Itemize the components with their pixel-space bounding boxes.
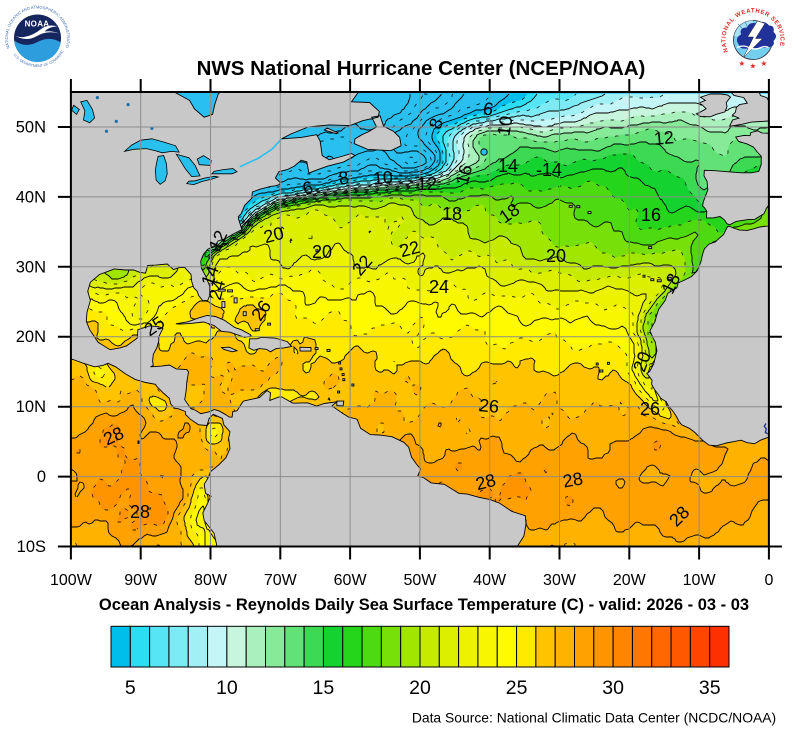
svg-text:8: 8 <box>337 167 350 188</box>
svg-text:★: ★ <box>739 59 746 68</box>
svg-text:28: 28 <box>130 502 150 522</box>
svg-text:40W: 40W <box>473 572 507 589</box>
svg-text:NWS National Hurricane Center: NWS National Hurricane Center (NCEP/NOAA… <box>197 57 646 80</box>
svg-text:60W: 60W <box>334 572 368 589</box>
svg-text:24: 24 <box>429 277 449 297</box>
svg-text:70W: 70W <box>264 572 298 589</box>
svg-text:10: 10 <box>372 167 394 189</box>
svg-text:12: 12 <box>417 174 437 194</box>
svg-text:★: ★ <box>761 59 768 68</box>
svg-text:0: 0 <box>37 468 46 486</box>
svg-text:6: 6 <box>482 98 495 119</box>
svg-text:20W: 20W <box>613 572 647 589</box>
svg-text:14: 14 <box>498 156 518 176</box>
svg-text:25: 25 <box>506 677 528 699</box>
svg-text:80W: 80W <box>194 572 228 589</box>
svg-text:12: 12 <box>653 127 675 149</box>
svg-text:40N: 40N <box>16 188 46 206</box>
svg-text:50N: 50N <box>16 119 46 137</box>
svg-text:Data Source: National Climatic: Data Source: National Climatic Data Cent… <box>412 710 776 726</box>
svg-text:20: 20 <box>312 242 332 262</box>
svg-text:30W: 30W <box>543 572 577 589</box>
svg-text:10: 10 <box>493 114 516 137</box>
svg-text:100W: 100W <box>50 572 93 589</box>
svg-text:-14: -14 <box>536 160 562 180</box>
svg-text:20: 20 <box>546 246 566 266</box>
svg-text:6: 6 <box>300 177 315 199</box>
svg-text:35: 35 <box>699 677 721 699</box>
svg-text:30: 30 <box>602 677 624 699</box>
svg-text:20N: 20N <box>16 328 46 346</box>
svg-text:NOAA: NOAA <box>25 20 50 29</box>
svg-text:0: 0 <box>764 572 773 589</box>
svg-text:10W: 10W <box>683 572 717 589</box>
svg-text:26: 26 <box>478 395 500 417</box>
svg-text:10N: 10N <box>16 398 46 416</box>
svg-text:30N: 30N <box>16 258 46 276</box>
svg-text:90W: 90W <box>124 572 158 589</box>
svg-text:50W: 50W <box>403 572 437 589</box>
svg-text:★: ★ <box>750 62 757 71</box>
svg-text:26: 26 <box>640 399 660 419</box>
svg-text:5: 5 <box>125 677 136 699</box>
svg-text:Ocean Analysis - Reynolds Dail: Ocean Analysis - Reynolds Daily Sea Surf… <box>99 596 749 614</box>
svg-text:18: 18 <box>442 204 462 224</box>
svg-text:15: 15 <box>313 677 335 699</box>
svg-text:28: 28 <box>561 468 584 491</box>
svg-text:10: 10 <box>216 677 238 699</box>
svg-text:16: 16 <box>641 205 661 225</box>
svg-text:10S: 10S <box>17 538 46 556</box>
svg-text:20: 20 <box>409 677 431 699</box>
